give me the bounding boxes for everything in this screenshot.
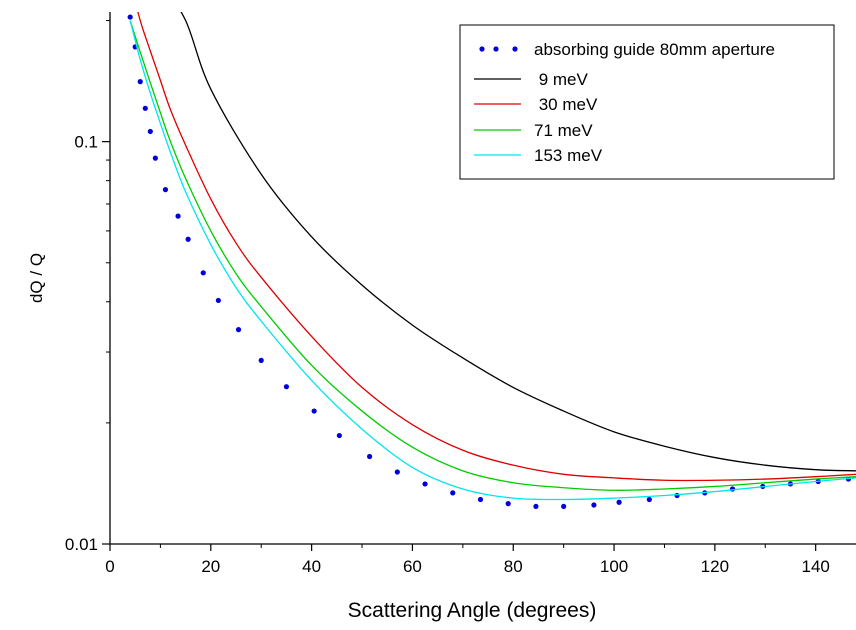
series-point [366, 453, 373, 460]
x-tick-label: 60 [403, 557, 422, 576]
series-point [422, 481, 428, 487]
x-tick-label: 100 [600, 557, 628, 576]
series-point [147, 128, 153, 135]
series-point [505, 501, 511, 507]
series-point [533, 503, 539, 510]
legend-label: 30 meV [534, 95, 598, 114]
legend-label: 153 meV [534, 146, 603, 165]
y-tick-label: 0.01 [65, 535, 98, 554]
x-axis-label: Scattering Angle (degrees) [348, 599, 597, 622]
series-point [283, 384, 290, 390]
y-tick-label: 0.1 [74, 133, 98, 152]
legend-label: 71 meV [534, 121, 593, 140]
legend-label: absorbing guide 80mm aperture [534, 40, 775, 59]
axes-layer: 0 20 40 60 80 100 120 140 0.01 0.1 [65, 12, 856, 576]
series-point [477, 496, 484, 503]
legend: absorbing guide 80mm aperture 9 meV 30 m… [459, 24, 835, 180]
series-point [729, 486, 736, 492]
y-axis-label: dQ / Q [27, 253, 46, 303]
x-tick-label: 0 [105, 557, 114, 576]
legend-marker [479, 46, 485, 52]
legend-marker [512, 46, 518, 52]
x-tick-label: 40 [302, 557, 321, 576]
series-point [258, 357, 264, 363]
x-tick-label: 20 [201, 557, 220, 576]
series-point [127, 14, 133, 20]
series-line [129, 20, 856, 501]
x-tick-label: 80 [504, 557, 523, 576]
series-point [142, 105, 148, 111]
series-point [616, 499, 622, 505]
series-line [137, 12, 856, 482]
series-line [180, 12, 856, 472]
series-point [674, 492, 680, 499]
legend-box [459, 24, 835, 180]
series-line [129, 20, 856, 491]
series-point [152, 155, 158, 161]
series-point [561, 503, 567, 510]
series-point [215, 297, 221, 304]
series-point [185, 236, 191, 242]
series-point [175, 213, 181, 219]
series-point [311, 408, 317, 414]
series-point [235, 327, 242, 333]
series-point [200, 270, 206, 276]
series-point [394, 469, 400, 475]
series-point [137, 79, 143, 85]
legend-marker [493, 46, 499, 52]
series-point [450, 490, 456, 496]
series-point [162, 187, 169, 193]
series-layer [127, 12, 856, 510]
series-point [591, 502, 597, 508]
series-point [336, 432, 342, 439]
x-tick-label: 140 [801, 557, 829, 576]
series-point [646, 496, 652, 503]
x-tick-label: 120 [701, 557, 729, 576]
legend-label: 9 meV [534, 70, 589, 89]
